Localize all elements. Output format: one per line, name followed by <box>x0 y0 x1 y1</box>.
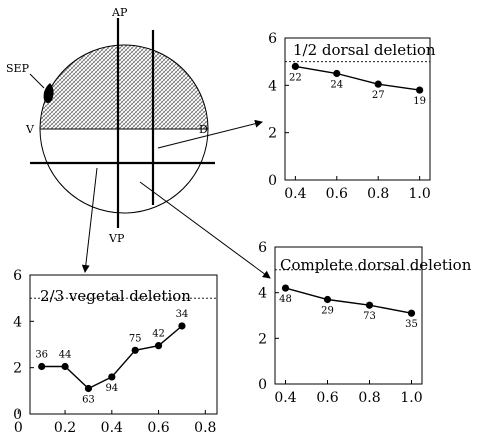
chart-title: 2/3 vegetal deletion <box>40 287 191 305</box>
sep-label: SEP <box>6 62 30 75</box>
sample-size-label: 35 <box>405 319 418 330</box>
sample-size-label: 48 <box>279 294 292 305</box>
x-tick-label: 0.6 <box>326 186 348 202</box>
x-tick-label: 0.2 <box>54 420 76 436</box>
v-label: V <box>25 123 35 136</box>
x-tick-label: 0.8 <box>367 186 389 202</box>
x-tick-label: 0.4 <box>101 420 123 436</box>
data-point <box>365 301 374 309</box>
ap-label: AP <box>111 6 128 19</box>
x-tick-label: 0.4 <box>274 390 296 406</box>
data-point <box>374 80 382 88</box>
sample-size-label: 36 <box>35 350 48 361</box>
data-point <box>333 69 341 78</box>
dorsal-hatched-overlay <box>40 45 208 129</box>
data-point <box>84 384 93 393</box>
sample-size-label: 75 <box>129 333 142 344</box>
data-point <box>38 362 46 371</box>
data-point <box>108 373 116 381</box>
vp-label: VP <box>108 232 125 245</box>
sample-size-label: 44 <box>59 350 72 361</box>
plot-frame <box>284 37 431 181</box>
sample-size-label: 94 <box>105 383 118 394</box>
y-tick-label: 2 <box>268 126 277 142</box>
data-point <box>281 284 290 292</box>
y-tick-label: 6 <box>268 31 277 47</box>
x-tick-label: 0.6 <box>147 420 169 436</box>
sample-size-label: 29 <box>321 306 334 317</box>
data-point <box>407 309 416 317</box>
series-line <box>285 287 412 314</box>
sample-size-label: 19 <box>413 96 426 107</box>
sample-size-label: 27 <box>372 90 385 101</box>
y-tick-label: 4 <box>13 314 22 330</box>
arrow-to-complete-dorsal <box>139 181 271 279</box>
sample-size-label: 34 <box>176 309 189 320</box>
y-tick-label: 4 <box>268 78 277 94</box>
embryo-diagram: AP VP V D SEP <box>6 6 215 245</box>
x-tick-label: 1.0 <box>409 186 431 202</box>
x-tick-label: 1.0 <box>400 390 422 406</box>
arrow-to-half-dorsal <box>157 119 263 149</box>
arrow-to-vegetal <box>81 167 98 273</box>
data-point <box>416 86 424 94</box>
x-tick-label: 0.6 <box>316 390 338 406</box>
y-tick-label: 0 <box>13 407 22 423</box>
x-tick-label: 0.4 <box>284 186 306 202</box>
chart-vegetal-deletion: 0 2 4 6 0 0.2 0.4 0.6 0.8 36 44 63 94 75 42 34 2/3 veget… <box>13 268 218 436</box>
d-label: D <box>199 123 208 136</box>
y-tick-label: 0 <box>258 377 267 393</box>
series-line <box>295 65 420 91</box>
data-point <box>131 346 139 354</box>
data-point <box>291 62 299 70</box>
sep-marker <box>43 83 54 103</box>
y-tick-label: 6 <box>13 268 22 284</box>
data-point <box>323 295 332 304</box>
data-point <box>61 362 69 371</box>
y-tick-label: 2 <box>258 331 267 347</box>
chart-title: 1/2 dorsal deletion <box>293 41 436 59</box>
y-tick-label: 2 <box>13 361 22 377</box>
sample-size-label: 22 <box>289 72 302 83</box>
y-tick-label: 4 <box>258 286 267 302</box>
sample-size-label: 63 <box>82 395 95 406</box>
y-tick-label: 6 <box>258 240 267 256</box>
sample-size-label: 24 <box>330 80 343 91</box>
y-tick-label: 0 <box>268 173 277 189</box>
sample-size-label: 73 <box>363 311 376 322</box>
x-tick-label: 0.8 <box>194 420 216 436</box>
data-point <box>154 342 163 350</box>
chart-title: Complete dorsal deletion <box>280 256 472 274</box>
data-point <box>178 322 186 330</box>
sample-size-label: 42 <box>152 329 165 340</box>
connector-arrows <box>81 119 271 279</box>
sep-pointer <box>29 73 45 89</box>
chart-complete-dorsal-deletion: 0 2 4 6 0.4 0.6 0.8 1.0 48 29 73 35 Complete dorsal … <box>258 240 472 406</box>
x-tick-label: 0.8 <box>358 390 380 406</box>
x-tick-label: 0 <box>14 420 23 436</box>
